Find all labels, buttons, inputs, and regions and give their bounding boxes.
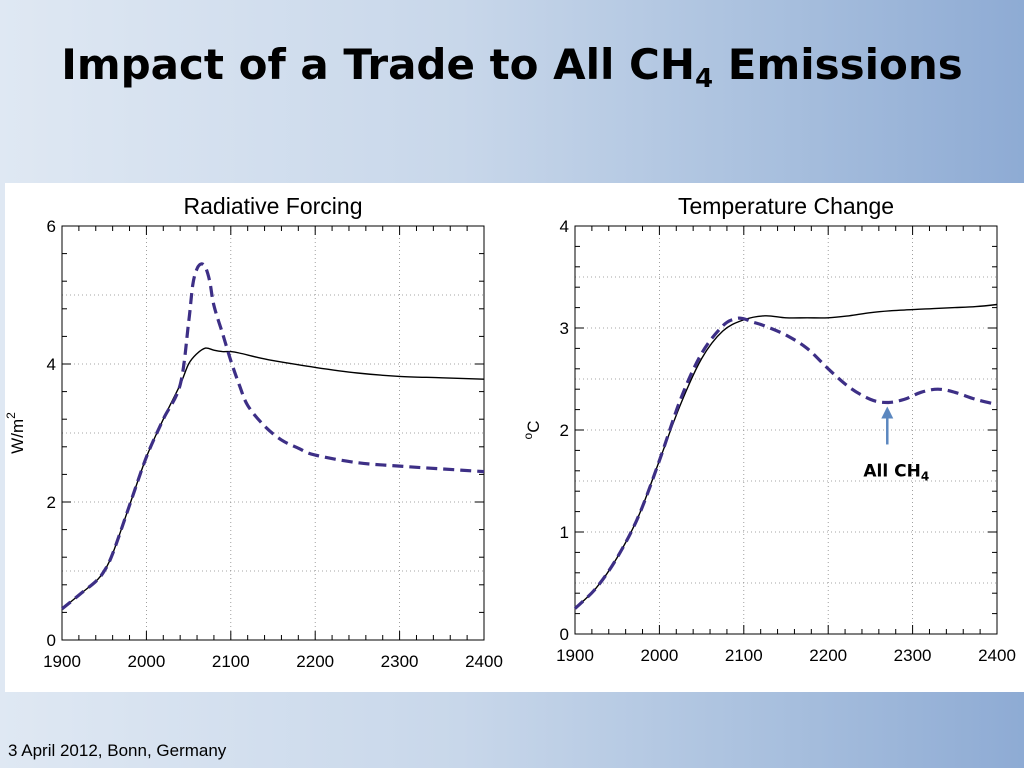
chart2-ytick-label-1: 1: [560, 523, 569, 542]
chart1-ylabel-exponent: 2: [5, 412, 18, 419]
chart1-ytick-label-6: 6: [47, 217, 56, 236]
chart1-xtick-label-1900: 1900: [43, 652, 81, 671]
chart1-ytick-label-2: 2: [47, 493, 56, 512]
chart2-annotation-label: All CH4: [863, 461, 929, 483]
chart1-xtick-label-2100: 2100: [212, 652, 250, 671]
chart2-title: Temperature Change: [678, 193, 894, 219]
chart2-xtick-label-2400: 2400: [978, 646, 1016, 665]
chart1-series-solid-line: [61, 347, 485, 610]
figure-panel: 1900 2000 2100 2200 2300 2400 0 2 4 6 Radiative Fo…: [5, 183, 1024, 692]
chart2-xtick-label-1900: 1900: [556, 646, 594, 665]
chart2-frame: [574, 225, 998, 635]
chart2-xtick-label-2200: 2200: [809, 646, 847, 665]
chart1-frame: [61, 225, 485, 641]
chart2-series-dashed-line: [573, 316, 998, 610]
chart2-ytick-label-0: 0: [560, 625, 569, 644]
chart2-xtick-label-2100: 2100: [725, 646, 763, 665]
chart2-xtick-label-2000: 2000: [640, 646, 678, 665]
chart2-ytick-label-3: 3: [560, 319, 569, 338]
chart2-ylabel-degree: o: [521, 432, 535, 439]
chart1-xtick-label-2300: 2300: [381, 652, 419, 671]
chart1-series-dashed-line: [60, 262, 485, 611]
charts-svg: 1900 2000 2100 2200 2300 2400 0 2 4 6 Radiative Fo…: [5, 193, 1016, 671]
chart1-title: Radiative Forcing: [184, 193, 363, 219]
chart1-ylabel: W/m2: [5, 412, 27, 454]
chart1-ytick-label-4: 4: [47, 355, 56, 374]
chart2-ylabel-unit: C: [524, 421, 543, 433]
chart1-ytick-label-0: 0: [47, 631, 56, 650]
chart2-annotation-text: All CH: [863, 461, 920, 481]
chart1-xtick-label-2000: 2000: [127, 652, 165, 671]
chart1-ylabel-unit: W/m: [8, 419, 27, 454]
footer-date-location: 3 April 2012, Bonn, Germany: [8, 741, 227, 760]
chart1-group: 1900 2000 2100 2200 2300 2400 0 2 4 6 Radiative Fo…: [5, 193, 503, 671]
slide-title-tail: Emissions: [713, 40, 963, 89]
slide-title-main: Impact of a Trade to All CH: [61, 40, 696, 89]
chart2-xtick-label-2300: 2300: [894, 646, 932, 665]
chart2-ylabel: oC: [521, 421, 543, 440]
chart1-xtick-label-2400: 2400: [465, 652, 503, 671]
chart2-annotation-subscript: 4: [921, 469, 929, 483]
slide-title: Impact of a Trade to All CH4 Emissions: [0, 40, 1024, 94]
chart1-xtick-label-2200: 2200: [296, 652, 334, 671]
chart2-annotation-arrowhead: [881, 406, 894, 419]
chart2-series-solid-line: [574, 303, 998, 610]
slide-title-subscript: 4: [695, 64, 714, 94]
chart2-ytick-label-2: 2: [560, 421, 569, 440]
chart2-ytick-label-4: 4: [560, 217, 569, 236]
chart2-group: 1900 2000 2100 2200 2300 2400 0 1 2 3 4 Temperature…: [521, 193, 1016, 665]
